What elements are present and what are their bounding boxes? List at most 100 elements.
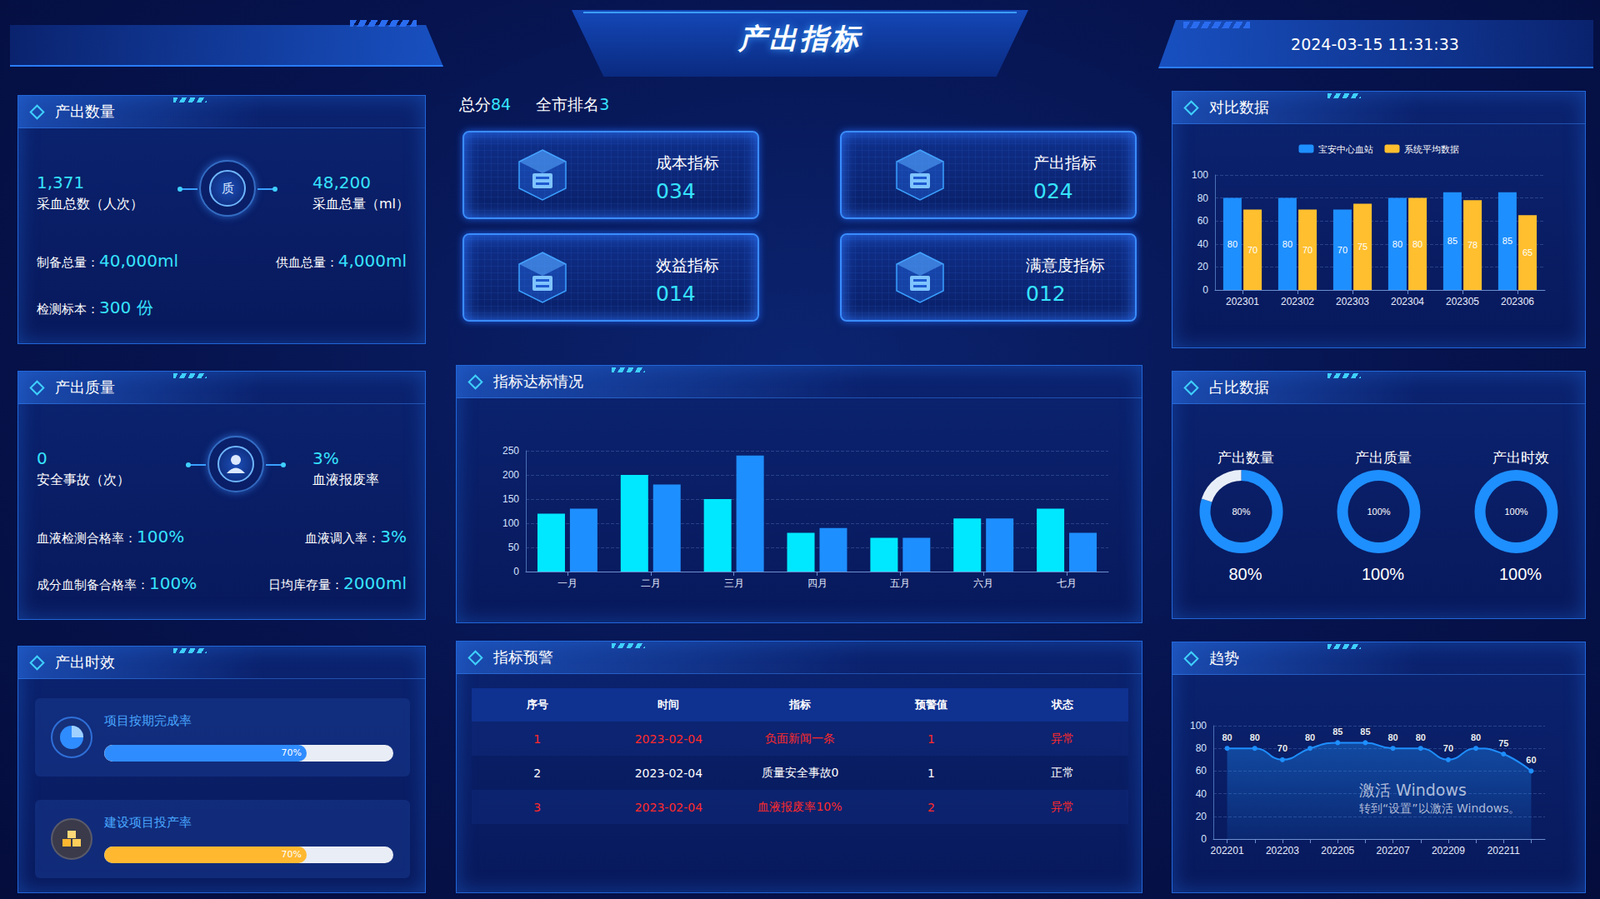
html-text:制备总量：40,000ml: 制备总量：40,000ml	[36, 250, 179, 271]
svg-text:三月: 三月	[724, 577, 745, 590]
svg-text:产出时效: 产出时效	[1492, 450, 1550, 466]
svg-text:80: 80	[1412, 239, 1423, 250]
svg-text:40: 40	[1195, 788, 1208, 800]
svg-text:五月: 五月	[890, 577, 910, 590]
svg-text:202303: 202303	[1335, 295, 1370, 308]
svg-text:80: 80	[1250, 732, 1260, 743]
html-text:产出质量: 产出质量	[55, 378, 115, 396]
svg-text:202302: 202302	[1280, 295, 1315, 308]
html-text:034: 034	[655, 179, 696, 204]
svg-text:七月: 七月	[1056, 577, 1077, 590]
svg-text:202304: 202304	[1390, 295, 1425, 308]
svg-text:60: 60	[1195, 765, 1208, 777]
svg-text:70: 70	[1247, 245, 1258, 255]
html-text:014: 014	[655, 281, 696, 306]
html-text:产出数量: 产出数量	[55, 102, 115, 120]
svg-text:80: 80	[1227, 239, 1238, 250]
svg-text:0: 0	[513, 565, 520, 578]
svg-text:50: 50	[508, 541, 520, 554]
svg-text:80: 80	[1221, 732, 1232, 743]
svg-text:202205: 202205	[1320, 845, 1355, 857]
svg-text:75: 75	[1357, 241, 1368, 252]
svg-text:100: 100	[1191, 169, 1209, 181]
svg-text:70: 70	[1277, 743, 1288, 754]
html-text:3%: 3%	[312, 448, 339, 469]
svg-text:80: 80	[1197, 192, 1210, 205]
html-text:成本指标: 成本指标	[655, 153, 720, 172]
svg-text:80: 80	[1305, 732, 1315, 743]
svg-text:80: 80	[1282, 239, 1293, 250]
svg-text:100%: 100%	[1366, 506, 1390, 517]
svg-text:202201: 202201	[1210, 845, 1245, 857]
svg-text:100%: 100%	[1504, 506, 1528, 517]
svg-text:100: 100	[502, 517, 520, 530]
html-text:2024-03-15 11:31:33: 2024-03-15 11:31:33	[1290, 35, 1460, 54]
svg-text:65: 65	[1522, 247, 1533, 258]
svg-text:二月: 二月	[640, 577, 661, 590]
svg-text:150: 150	[502, 493, 520, 505]
svg-text:202301: 202301	[1225, 295, 1260, 308]
svg-text:85: 85	[1360, 726, 1370, 737]
svg-text:80: 80	[1195, 742, 1208, 755]
svg-text:60: 60	[1525, 755, 1536, 765]
svg-text:75: 75	[1498, 738, 1509, 749]
svg-text:100: 100	[1190, 720, 1207, 732]
svg-text:70: 70	[1337, 245, 1348, 255]
svg-text:产出质量: 产出质量	[1355, 450, 1412, 466]
svg-text:20: 20	[1197, 260, 1210, 273]
svg-text:202203: 202203	[1265, 845, 1300, 857]
svg-text:80: 80	[1392, 239, 1403, 250]
html-text:024: 024	[1033, 179, 1074, 204]
html-text:对比数据: 对比数据	[1209, 98, 1270, 116]
html-text:血液检测合格率：100%: 血液检测合格率：100%	[36, 526, 185, 547]
html-text:产出时效: 产出时效	[55, 653, 115, 671]
html-text:满意度指标: 满意度指标	[1025, 255, 1105, 275]
svg-text:202207: 202207	[1376, 845, 1410, 857]
svg-text:六月: 六月	[973, 577, 994, 590]
svg-text:80: 80	[1470, 732, 1481, 743]
html-text:成分血制备合格率：100%: 成分血制备合格率：100%	[36, 573, 197, 594]
svg-text:85: 85	[1447, 235, 1458, 246]
svg-text:60: 60	[1197, 215, 1210, 227]
svg-text:产出数量: 产出数量	[1217, 450, 1275, 466]
svg-text:85: 85	[1332, 726, 1343, 737]
svg-text:200: 200	[502, 469, 520, 481]
svg-text:202305: 202305	[1445, 295, 1480, 308]
svg-text:80: 80	[1387, 732, 1398, 743]
svg-text:0: 0	[1202, 284, 1209, 296]
svg-text:70: 70	[1443, 743, 1454, 754]
svg-text:100%: 100%	[1499, 565, 1542, 584]
svg-text:系统平均数据: 系统平均数据	[1404, 144, 1460, 155]
svg-text:20: 20	[1195, 810, 1208, 823]
html-text:总分84: 总分84	[459, 95, 511, 114]
html-text:激活 Windows: 激活 Windows	[1359, 780, 1467, 800]
svg-text:80: 80	[1415, 732, 1426, 743]
html-text:1,371: 1,371	[36, 172, 85, 193]
html-text:供血总量：4,000ml: 供血总量：4,000ml	[275, 250, 407, 271]
html-text:血液调入率：3%: 血液调入率：3%	[305, 526, 407, 547]
html-text:检测标本：300 份: 检测标本：300 份	[36, 297, 153, 318]
svg-text:250: 250	[502, 445, 520, 457]
svg-text:85: 85	[1502, 235, 1513, 246]
svg-text:78: 78	[1467, 240, 1478, 250]
html-text:效益指标: 效益指标	[655, 255, 720, 275]
svg-text:80%: 80%	[1231, 506, 1250, 517]
html-text:48,200: 48,200	[312, 172, 371, 193]
svg-text:100%: 100%	[1361, 565, 1405, 584]
svg-text:宝安中心血站: 宝安中心血站	[1318, 144, 1374, 155]
html-text:012: 012	[1025, 281, 1066, 306]
svg-text:一月: 一月	[557, 577, 578, 590]
svg-text:0: 0	[1200, 833, 1207, 845]
html-text:指标预警: 指标预警	[493, 648, 554, 666]
html-text:产出指标: 产出指标	[738, 21, 862, 55]
html-text:产出指标: 产出指标	[1033, 153, 1097, 172]
svg-text:80%: 80%	[1228, 565, 1262, 584]
html-text:日均库存量：2000ml: 日均库存量：2000ml	[268, 573, 407, 594]
svg-text:40: 40	[1197, 238, 1210, 250]
svg-text:202211: 202211	[1487, 845, 1520, 857]
svg-text:四月: 四月	[807, 577, 828, 590]
html-text:全市排名3: 全市排名3	[536, 95, 610, 114]
svg-text:202209: 202209	[1431, 845, 1465, 857]
svg-text:202306: 202306	[1500, 295, 1535, 308]
svg-text:70: 70	[1302, 245, 1313, 255]
